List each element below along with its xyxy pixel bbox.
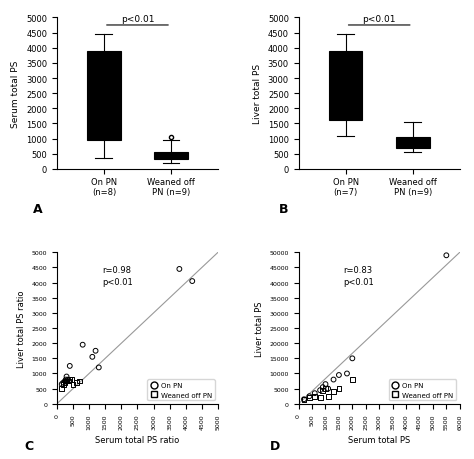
PathPatch shape <box>87 51 121 141</box>
Y-axis label: Liver total PS: Liver total PS <box>253 64 262 124</box>
Point <box>324 385 332 392</box>
Y-axis label: Liver total PS ratio: Liver total PS ratio <box>17 290 26 367</box>
Y-axis label: Liver total PS: Liver total PS <box>255 301 264 356</box>
Point <box>348 376 356 383</box>
Text: r=0.98: r=0.98 <box>102 265 131 274</box>
Point <box>66 376 73 383</box>
Point <box>60 381 67 388</box>
Point <box>175 266 183 273</box>
Text: p<0.01: p<0.01 <box>102 278 133 286</box>
Text: p<0.01: p<0.01 <box>363 15 396 24</box>
Point <box>64 378 72 385</box>
Point <box>61 379 69 386</box>
Point <box>300 396 308 403</box>
Point <box>92 347 100 355</box>
Point <box>189 278 196 285</box>
Y-axis label: Serum total PS: Serum total PS <box>11 60 20 128</box>
Point <box>66 363 73 370</box>
Point <box>62 378 70 385</box>
Point <box>64 376 72 383</box>
Point <box>322 381 329 388</box>
Text: B: B <box>279 203 289 216</box>
Legend: On PN, Weaned off PN: On PN, Weaned off PN <box>147 380 215 400</box>
Point <box>316 394 324 402</box>
Text: C: C <box>25 439 34 452</box>
Text: A: A <box>33 203 42 216</box>
Point <box>300 396 308 403</box>
Point <box>73 379 80 386</box>
Point <box>306 394 313 402</box>
Point <box>330 388 337 396</box>
PathPatch shape <box>154 153 188 160</box>
Text: D: D <box>270 439 280 452</box>
Text: p<0.01: p<0.01 <box>121 15 154 24</box>
Point <box>335 385 343 392</box>
Text: p<0.01: p<0.01 <box>344 278 374 286</box>
Point <box>343 370 351 377</box>
Point <box>306 393 313 400</box>
Point <box>311 393 319 400</box>
Point <box>62 376 70 383</box>
Point <box>63 373 70 381</box>
PathPatch shape <box>329 51 363 121</box>
Point <box>319 386 327 394</box>
Point <box>61 378 69 385</box>
PathPatch shape <box>396 138 429 148</box>
Point <box>69 381 77 388</box>
Point <box>322 385 329 392</box>
Legend: On PN, Weaned off PN: On PN, Weaned off PN <box>389 380 456 400</box>
X-axis label: Serum total PS: Serum total PS <box>348 435 410 444</box>
Point <box>335 371 343 379</box>
X-axis label: Serum total PS ratio: Serum total PS ratio <box>95 435 180 444</box>
Point <box>311 390 319 397</box>
Point <box>348 355 356 362</box>
Point <box>58 381 65 388</box>
Point <box>58 385 65 392</box>
Text: r=0.83: r=0.83 <box>344 265 373 274</box>
Point <box>319 384 327 391</box>
Point <box>89 353 96 361</box>
Point <box>68 376 75 383</box>
Point <box>95 364 102 371</box>
Point <box>76 378 83 385</box>
Point <box>330 376 337 383</box>
Point <box>324 393 332 400</box>
Point <box>60 379 67 386</box>
Point <box>79 341 86 349</box>
Point <box>63 378 70 385</box>
Point <box>443 252 450 259</box>
Point <box>316 386 324 394</box>
